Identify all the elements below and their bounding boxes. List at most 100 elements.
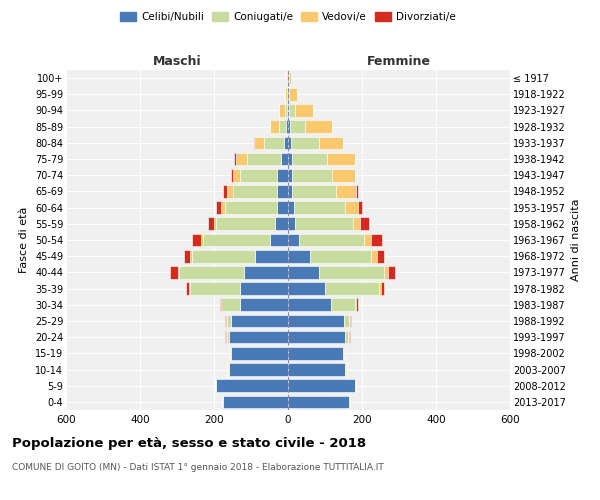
Text: Popolazione per età, sesso e stato civile - 2018: Popolazione per età, sesso e stato civil… (12, 438, 366, 450)
Bar (371, 250, 377, 262)
Bar (264, 136, 284, 149)
Bar (364, 234, 371, 246)
Bar (254, 136, 264, 149)
Bar (284, 136, 288, 149)
Bar (288, 282, 325, 295)
Bar (356, 185, 358, 198)
Bar (189, 282, 190, 295)
Bar (343, 347, 344, 360)
Bar (327, 152, 355, 166)
Bar (269, 234, 288, 246)
Bar (280, 104, 285, 117)
Bar (291, 136, 319, 149)
Bar (305, 120, 332, 133)
Bar (184, 250, 190, 262)
Bar (232, 169, 240, 181)
Bar (350, 314, 351, 328)
Bar (288, 331, 346, 344)
Bar (346, 331, 349, 344)
Bar (299, 234, 364, 246)
Bar (288, 218, 295, 230)
Bar (286, 72, 287, 85)
Bar (214, 218, 216, 230)
Bar (355, 298, 356, 311)
Bar (331, 298, 355, 311)
Bar (240, 298, 288, 311)
Bar (221, 202, 225, 214)
Bar (286, 88, 287, 101)
Bar (226, 314, 227, 328)
Bar (277, 185, 288, 198)
Bar (371, 234, 382, 246)
Text: Maschi: Maschi (152, 54, 202, 68)
Bar (288, 380, 355, 392)
Bar (215, 380, 216, 392)
Bar (170, 266, 178, 278)
Bar (232, 185, 277, 198)
Bar (349, 331, 350, 344)
Bar (288, 347, 343, 360)
Bar (295, 218, 353, 230)
Bar (208, 218, 214, 230)
Bar (288, 363, 346, 376)
Bar (227, 185, 233, 198)
Bar (281, 152, 288, 166)
Bar (240, 169, 277, 181)
Bar (349, 314, 350, 328)
Bar (225, 202, 277, 214)
Legend: Celibi/Nubili, Coniugati/e, Vedovi/e, Divorziati/e: Celibi/Nubili, Coniugati/e, Vedovi/e, Di… (116, 8, 460, 26)
Bar (227, 331, 229, 344)
Y-axis label: Anni di nascita: Anni di nascita (571, 198, 581, 281)
Bar (288, 250, 310, 262)
Bar (192, 250, 254, 262)
Bar (349, 396, 350, 408)
Bar (343, 314, 349, 328)
Bar (223, 396, 288, 408)
Bar (230, 169, 233, 181)
Bar (229, 363, 288, 376)
Bar (227, 314, 230, 328)
Bar (247, 152, 281, 166)
Bar (293, 202, 346, 214)
Bar (288, 72, 289, 85)
Bar (216, 218, 275, 230)
Bar (377, 250, 384, 262)
Bar (288, 88, 289, 101)
Bar (288, 396, 349, 408)
Bar (286, 120, 288, 133)
Bar (236, 152, 247, 166)
Bar (220, 298, 221, 311)
Bar (356, 298, 358, 311)
Bar (288, 234, 299, 246)
Bar (288, 202, 293, 214)
Bar (288, 169, 292, 181)
Bar (179, 266, 244, 278)
Bar (288, 136, 291, 149)
Bar (230, 347, 288, 360)
Bar (288, 314, 343, 328)
Bar (288, 104, 289, 117)
Bar (216, 380, 288, 392)
Bar (185, 282, 189, 295)
Bar (288, 266, 319, 278)
Bar (254, 250, 288, 262)
Bar (290, 120, 305, 133)
Bar (203, 234, 269, 246)
Bar (287, 88, 288, 101)
Bar (336, 185, 356, 198)
Bar (319, 266, 384, 278)
Bar (275, 218, 288, 230)
Text: COMUNE DI GOITO (MN) - Dati ISTAT 1° gennaio 2018 - Elaborazione TUTTITALIA.IT: COMUNE DI GOITO (MN) - Dati ISTAT 1° gen… (12, 462, 384, 471)
Bar (292, 185, 336, 198)
Bar (277, 169, 288, 181)
Bar (310, 250, 371, 262)
Bar (269, 120, 279, 133)
Bar (288, 120, 290, 133)
Bar (380, 282, 384, 295)
Bar (201, 234, 203, 246)
Bar (288, 185, 292, 198)
Bar (319, 136, 343, 149)
Bar (235, 152, 236, 166)
Bar (240, 282, 288, 295)
Bar (292, 152, 327, 166)
